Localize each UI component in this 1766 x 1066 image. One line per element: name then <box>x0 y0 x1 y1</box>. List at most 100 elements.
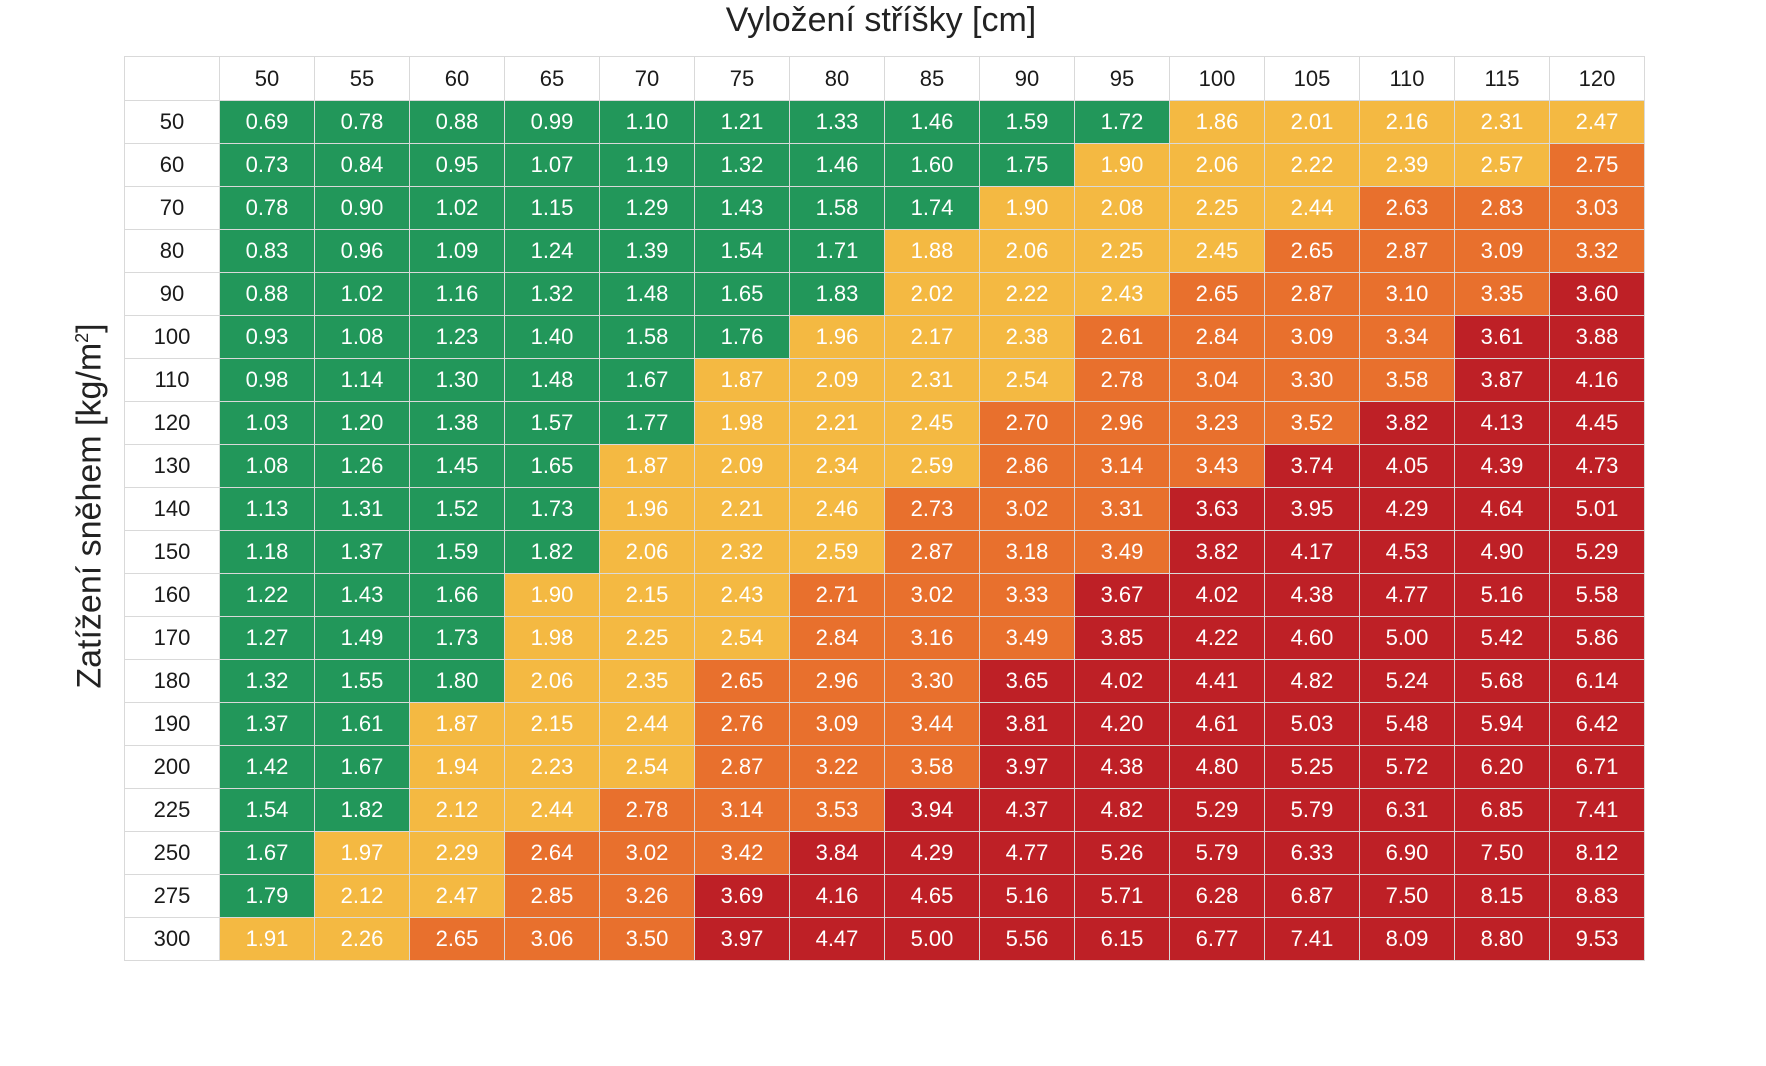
heat-cell: 1.79 <box>219 874 315 918</box>
heat-cell: 4.82 <box>1264 659 1360 703</box>
heat-cell: 1.37 <box>219 702 315 746</box>
heat-cell: 3.34 <box>1359 315 1455 359</box>
heat-cell: 1.22 <box>219 573 315 617</box>
column-header-110: 110 <box>1359 56 1455 101</box>
row-header-60: 60 <box>124 143 220 187</box>
heat-cell: 1.96 <box>599 487 695 531</box>
heat-cell: 1.45 <box>409 444 505 488</box>
row-header-180: 180 <box>124 659 220 703</box>
heat-cell: 1.18 <box>219 530 315 574</box>
heat-cell: 1.72 <box>1074 100 1170 144</box>
heat-cell: 1.14 <box>314 358 410 402</box>
heat-cell: 2.47 <box>409 874 505 918</box>
row-header-130: 130 <box>124 444 220 488</box>
heat-cell: 2.44 <box>599 702 695 746</box>
heat-cell: 1.96 <box>789 315 885 359</box>
heat-cell: 5.26 <box>1074 831 1170 875</box>
heat-cell: 1.20 <box>314 401 410 445</box>
column-header-95: 95 <box>1074 56 1170 101</box>
heat-cell: 3.30 <box>884 659 980 703</box>
heat-cell: 1.33 <box>789 100 885 144</box>
table-row: 140 1.13 1.31 1.52 1.73 1.96 2.21 2.46 2.73 3.02 3… <box>124 487 1645 531</box>
heat-cell: 1.08 <box>219 444 315 488</box>
table-row: 300 1.91 2.26 2.65 3.06 3.50 3.97 4.47 5.00 5.56 6… <box>124 917 1645 961</box>
row-header-140: 140 <box>124 487 220 531</box>
row-header-225: 225 <box>124 788 220 832</box>
heat-cell: 3.30 <box>1264 358 1360 402</box>
heat-cell: 3.32 <box>1549 229 1645 273</box>
heat-cell: 2.44 <box>504 788 600 832</box>
column-header-65: 65 <box>504 56 600 101</box>
heat-cell: 5.29 <box>1169 788 1265 832</box>
heat-cell: 1.39 <box>599 229 695 273</box>
heat-cell: 1.10 <box>599 100 695 144</box>
table-row: 130 1.08 1.26 1.45 1.65 1.87 2.09 2.34 2.59 2.86 3… <box>124 444 1645 488</box>
heat-cell: 1.52 <box>409 487 505 531</box>
heat-cell: 2.59 <box>789 530 885 574</box>
heat-cell: 3.04 <box>1169 358 1265 402</box>
column-header-50: 50 <box>219 56 315 101</box>
heat-cell: 3.69 <box>694 874 790 918</box>
heat-cell: 3.61 <box>1454 315 1550 359</box>
column-header-55: 55 <box>314 56 410 101</box>
table-row: 60 0.73 0.84 0.95 1.07 1.19 1.32 1.46 1.60 1.75 1.… <box>124 143 1645 187</box>
heat-cell: 0.88 <box>219 272 315 316</box>
heat-cell: 1.58 <box>599 315 695 359</box>
table-row: 160 1.22 1.43 1.66 1.90 2.15 2.43 2.71 3.02 3.33 3… <box>124 573 1645 617</box>
heat-cell: 6.33 <box>1264 831 1360 875</box>
heat-cell: 2.17 <box>884 315 980 359</box>
heat-cell: 1.77 <box>599 401 695 445</box>
heat-cell: 1.82 <box>504 530 600 574</box>
heat-cell: 2.16 <box>1359 100 1455 144</box>
table-row: 70 0.78 0.90 1.02 1.15 1.29 1.43 1.58 1.74 1.90 2.… <box>124 186 1645 230</box>
heat-cell: 6.15 <box>1074 917 1170 961</box>
heat-cell: 6.85 <box>1454 788 1550 832</box>
row-header-275: 275 <box>124 874 220 918</box>
table-row: 170 1.27 1.49 1.73 1.98 2.25 2.54 2.84 3.16 3.49 3… <box>124 616 1645 660</box>
heat-cell: 5.86 <box>1549 616 1645 660</box>
heat-cell: 4.17 <box>1264 530 1360 574</box>
heat-cell: 2.21 <box>694 487 790 531</box>
heat-cell: 1.91 <box>219 917 315 961</box>
row-header-150: 150 <box>124 530 220 574</box>
heat-cell: 2.87 <box>1359 229 1455 273</box>
heat-cell: 2.54 <box>599 745 695 789</box>
heat-cell: 1.09 <box>409 229 505 273</box>
heat-cell: 1.16 <box>409 272 505 316</box>
heat-cell: 2.65 <box>1264 229 1360 273</box>
heat-cell: 2.96 <box>789 659 885 703</box>
heat-cell: 1.65 <box>694 272 790 316</box>
column-header-85: 85 <box>884 56 980 101</box>
heat-cell: 1.38 <box>409 401 505 445</box>
heat-cell: 8.80 <box>1454 917 1550 961</box>
heat-cell: 1.80 <box>409 659 505 703</box>
heat-cell: 6.14 <box>1549 659 1645 703</box>
heat-cell: 5.25 <box>1264 745 1360 789</box>
table-row: 225 1.54 1.82 2.12 2.44 2.78 3.14 3.53 3.94 4.37 4… <box>124 788 1645 832</box>
heat-cell: 1.61 <box>314 702 410 746</box>
heat-cell: 4.41 <box>1169 659 1265 703</box>
heat-cell: 5.24 <box>1359 659 1455 703</box>
heat-cell: 6.20 <box>1454 745 1550 789</box>
heat-cell: 1.40 <box>504 315 600 359</box>
heat-cell: 6.87 <box>1264 874 1360 918</box>
heat-cell: 7.41 <box>1264 917 1360 961</box>
table-row: 275 1.79 2.12 2.47 2.85 3.26 3.69 4.16 4.65 5.16 5… <box>124 874 1645 918</box>
heat-cell: 2.43 <box>694 573 790 617</box>
heat-cell: 2.08 <box>1074 186 1170 230</box>
heat-cell: 1.37 <box>314 530 410 574</box>
heat-cell: 3.35 <box>1454 272 1550 316</box>
heat-cell: 0.88 <box>409 100 505 144</box>
heat-cell: 8.83 <box>1549 874 1645 918</box>
heat-cell: 4.13 <box>1454 401 1550 445</box>
heat-cell: 0.84 <box>314 143 410 187</box>
heat-cell: 3.50 <box>599 917 695 961</box>
heat-cell: 2.15 <box>504 702 600 746</box>
heat-cell: 1.02 <box>409 186 505 230</box>
table-row: 200 1.42 1.67 1.94 2.23 2.54 2.87 3.22 3.58 3.97 4… <box>124 745 1645 789</box>
header-row: 50 55 60 65 70 75 80 85 90 95 100 105 110 115 120 <box>124 56 1645 101</box>
heat-cell: 1.15 <box>504 186 600 230</box>
heat-cell: 3.02 <box>884 573 980 617</box>
heat-cell: 1.59 <box>979 100 1075 144</box>
heat-cell: 2.63 <box>1359 186 1455 230</box>
